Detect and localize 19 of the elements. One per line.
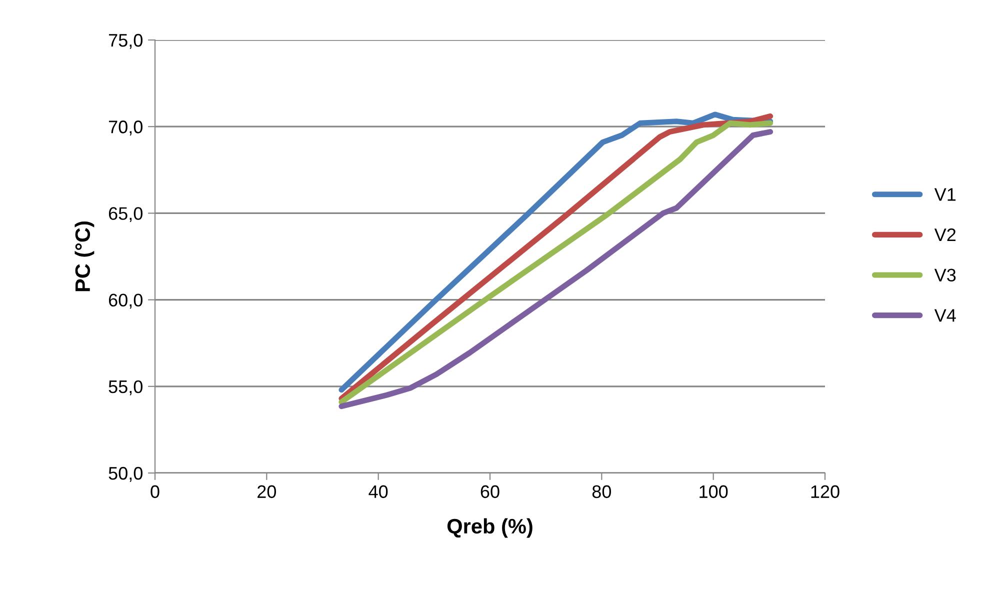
- x-tick-label: 0: [150, 485, 160, 498]
- x-tick-label: 20: [258, 485, 276, 498]
- x-tick-label: 120: [811, 485, 840, 498]
- y-tick-label: 65,0: [108, 207, 142, 222]
- y-tick-label: 55,0: [108, 380, 142, 396]
- y-tick-label: 70,0: [108, 120, 142, 136]
- x-tick-label: 60: [480, 485, 500, 498]
- x-tick-label: 40: [368, 485, 388, 498]
- x-tick-label: 80: [592, 485, 612, 498]
- legend-label: V2: [934, 228, 956, 242]
- x-tick-label: 100: [700, 485, 728, 498]
- y-axis-title: PC (°C): [74, 222, 94, 292]
- legend-label: V4: [934, 309, 956, 322]
- x-axis-title: Qreb (%): [447, 518, 532, 538]
- legend-label: V3: [934, 268, 956, 282]
- y-tick-label: 50,0: [108, 466, 142, 482]
- legend-label: V1: [934, 188, 956, 201]
- y-tick-label: 75,0: [108, 34, 142, 49]
- y-tick-label: 60,0: [108, 294, 142, 309]
